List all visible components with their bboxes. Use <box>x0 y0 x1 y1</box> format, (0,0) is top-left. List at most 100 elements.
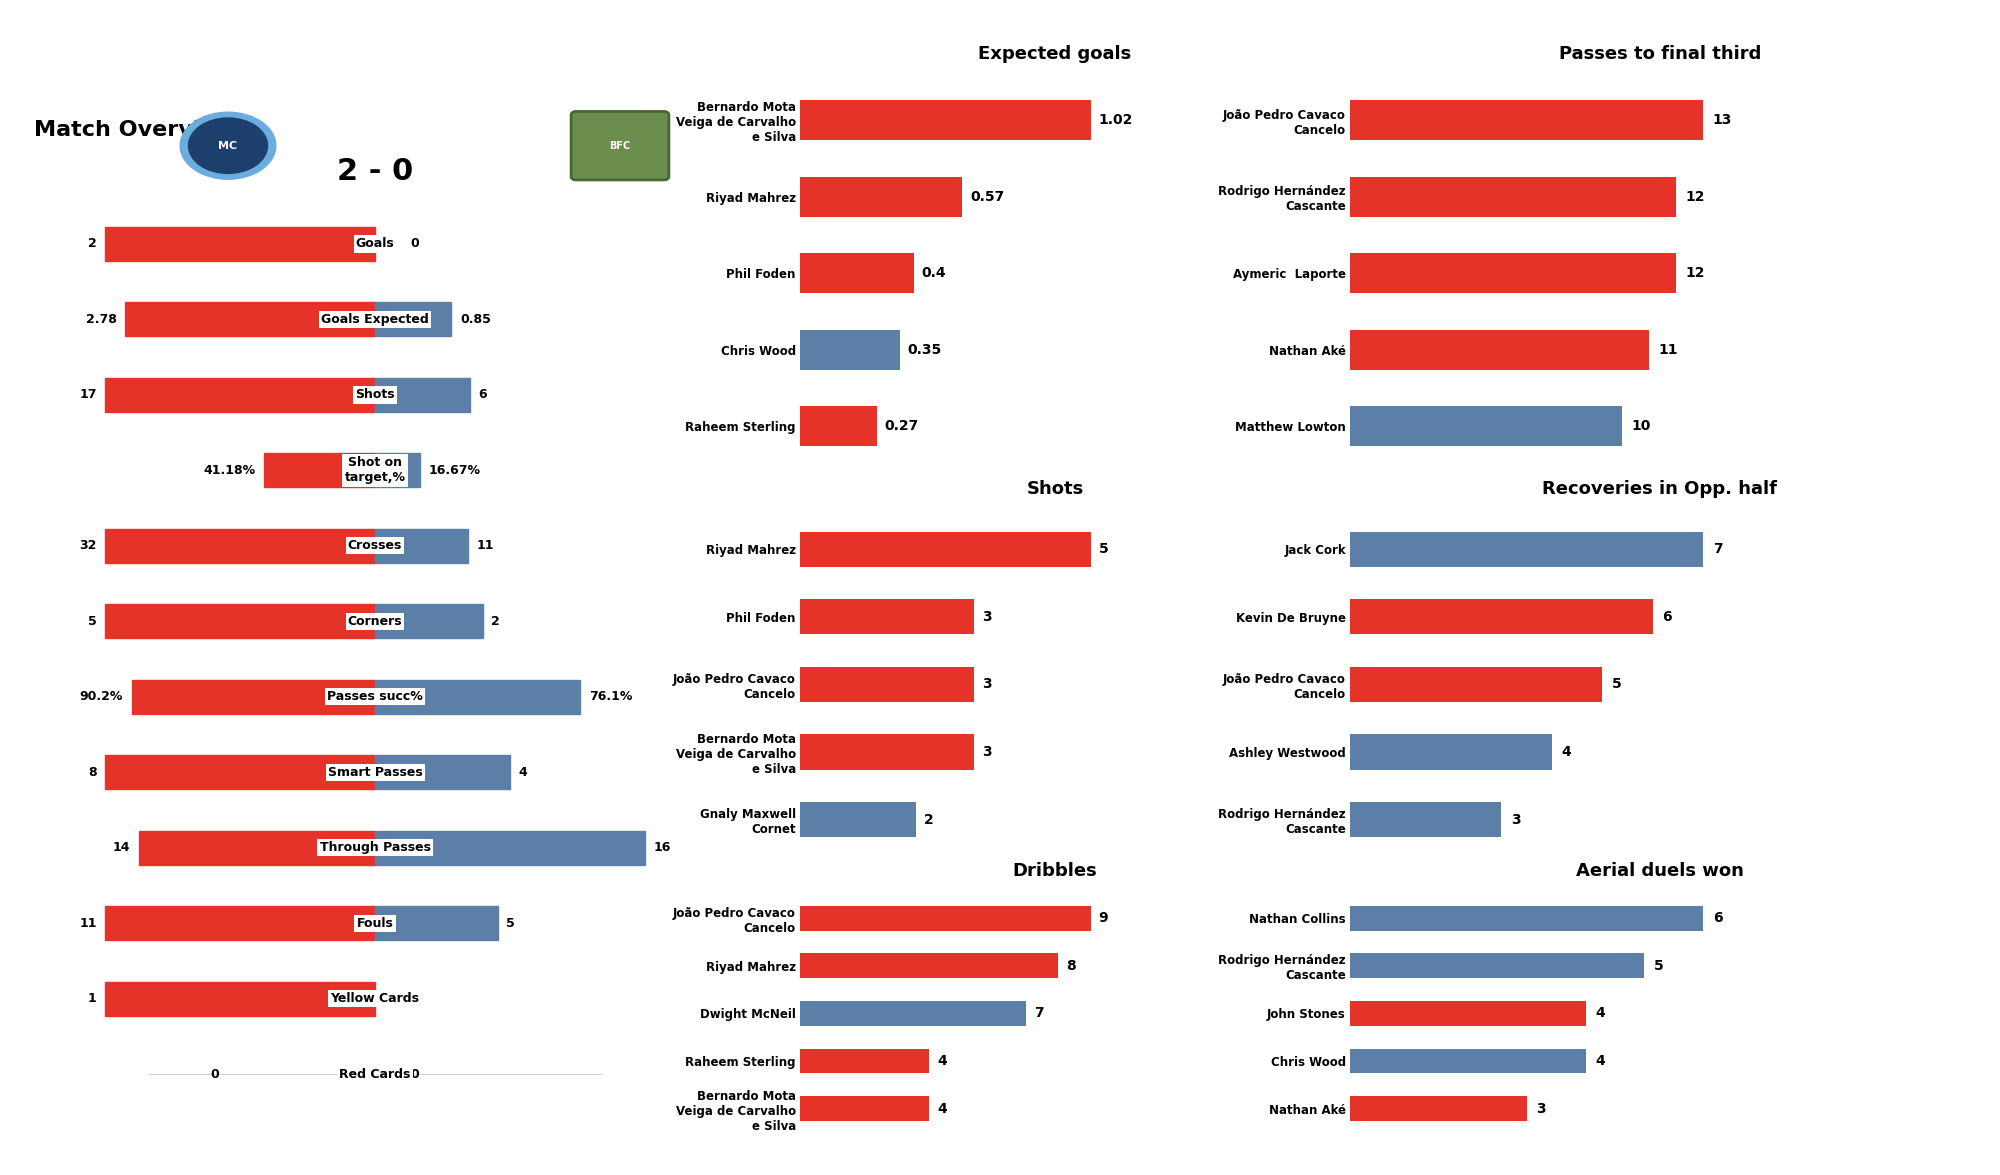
Bar <box>800 531 1090 566</box>
Text: MC: MC <box>218 141 238 150</box>
Bar <box>800 906 1090 931</box>
Text: Red Cards: Red Cards <box>340 1068 410 1081</box>
Bar <box>138 831 376 865</box>
Text: 16.67%: 16.67% <box>428 464 480 477</box>
Text: 3: 3 <box>1536 1102 1546 1116</box>
Text: BFC: BFC <box>610 141 630 150</box>
Text: 90.2%: 90.2% <box>80 691 124 704</box>
Bar <box>376 529 468 563</box>
Text: 2: 2 <box>924 813 934 827</box>
Bar <box>800 176 962 216</box>
Bar <box>800 407 876 446</box>
Text: 3: 3 <box>1510 813 1520 827</box>
Text: 4: 4 <box>938 1054 946 1068</box>
Text: 12: 12 <box>1686 189 1706 203</box>
Bar <box>132 680 376 714</box>
Bar <box>264 454 376 488</box>
Bar <box>800 734 974 770</box>
Text: 10: 10 <box>1632 419 1650 434</box>
Text: 0: 0 <box>410 1068 420 1081</box>
Bar <box>800 1049 930 1074</box>
Bar <box>376 756 510 790</box>
Text: Passes succ%: Passes succ% <box>328 691 422 704</box>
Text: 0.27: 0.27 <box>884 419 920 434</box>
Bar <box>1350 906 1704 931</box>
Bar <box>800 100 1090 140</box>
Text: 0: 0 <box>410 992 420 1006</box>
Text: 0: 0 <box>210 1068 218 1081</box>
Bar <box>376 680 580 714</box>
FancyBboxPatch shape <box>572 112 668 180</box>
Bar <box>124 302 376 336</box>
Text: 41.18%: 41.18% <box>204 464 256 477</box>
Text: 3: 3 <box>982 610 992 624</box>
Bar <box>800 953 1058 978</box>
Bar <box>106 906 376 940</box>
Text: 6: 6 <box>1662 610 1672 624</box>
Text: 2: 2 <box>492 615 500 627</box>
Text: 6: 6 <box>1712 911 1722 925</box>
Text: 4: 4 <box>518 766 528 779</box>
Bar <box>376 378 470 412</box>
Text: 4: 4 <box>1596 1054 1604 1068</box>
Title: Dribbles: Dribbles <box>1012 862 1098 880</box>
Title: Passes to final third: Passes to final third <box>1558 46 1762 63</box>
Bar <box>1350 1096 1526 1121</box>
Text: 6: 6 <box>478 389 488 402</box>
Bar <box>106 529 376 563</box>
Text: 0.85: 0.85 <box>460 313 490 325</box>
Text: Goals: Goals <box>356 237 394 250</box>
Text: 5: 5 <box>1098 542 1108 556</box>
Text: 5: 5 <box>1612 678 1622 691</box>
Bar <box>800 254 914 293</box>
Bar <box>1350 667 1602 701</box>
Bar <box>1350 330 1648 370</box>
Bar <box>1350 1001 1586 1026</box>
Text: 0.4: 0.4 <box>922 267 946 280</box>
Bar <box>376 906 498 940</box>
Text: 5: 5 <box>1654 959 1664 973</box>
Title: Aerial duels won: Aerial duels won <box>1576 862 1744 880</box>
Text: 8: 8 <box>88 766 96 779</box>
Text: 5: 5 <box>88 615 96 627</box>
Bar <box>1350 1049 1586 1074</box>
Text: 12: 12 <box>1686 267 1706 280</box>
Text: 9: 9 <box>1098 911 1108 925</box>
Circle shape <box>180 112 276 180</box>
Text: 5: 5 <box>506 916 514 929</box>
Text: 4: 4 <box>938 1102 946 1116</box>
Text: 16: 16 <box>654 841 670 854</box>
Bar <box>800 1096 930 1121</box>
Bar <box>800 330 900 370</box>
Text: Shots: Shots <box>356 389 394 402</box>
Text: 7: 7 <box>1712 542 1722 556</box>
Text: 3: 3 <box>982 745 992 759</box>
Bar <box>376 604 482 638</box>
Text: Fouls: Fouls <box>356 916 394 929</box>
Title: Expected goals: Expected goals <box>978 46 1132 63</box>
Bar <box>106 378 376 412</box>
Bar <box>106 604 376 638</box>
Text: 13: 13 <box>1712 113 1732 127</box>
Text: Shot on
target,%: Shot on target,% <box>344 456 406 484</box>
Text: Smart Passes: Smart Passes <box>328 766 422 779</box>
Bar <box>1350 100 1704 140</box>
Bar <box>1350 599 1652 634</box>
Text: Match Overview: Match Overview <box>34 120 236 140</box>
Text: 2: 2 <box>88 237 96 250</box>
Bar <box>1350 407 1622 446</box>
Text: 76.1%: 76.1% <box>588 691 632 704</box>
Text: Crosses: Crosses <box>348 539 402 552</box>
Text: 4: 4 <box>1596 1007 1604 1020</box>
Bar <box>376 454 420 488</box>
Bar <box>800 1001 1026 1026</box>
Text: Corners: Corners <box>348 615 402 627</box>
Text: 2.78: 2.78 <box>86 313 116 325</box>
Title: Recoveries in Opp. half: Recoveries in Opp. half <box>1542 481 1778 498</box>
Bar <box>1350 734 1552 770</box>
Text: 3: 3 <box>982 678 992 691</box>
Text: 32: 32 <box>80 539 96 552</box>
Bar <box>800 599 974 634</box>
Circle shape <box>188 118 268 174</box>
Bar <box>1350 531 1704 566</box>
